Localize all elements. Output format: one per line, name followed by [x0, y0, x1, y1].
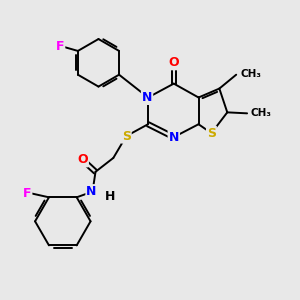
Text: H: H: [105, 190, 116, 203]
Text: CH₃: CH₃: [240, 69, 261, 79]
Text: S: S: [207, 127, 216, 140]
Text: N: N: [86, 185, 97, 198]
Text: O: O: [77, 153, 88, 167]
Text: F: F: [56, 40, 64, 53]
Text: N: N: [142, 91, 152, 104]
Text: O: O: [169, 56, 179, 69]
Text: CH₃: CH₃: [250, 108, 271, 118]
Text: F: F: [23, 187, 32, 200]
Text: S: S: [122, 130, 131, 142]
Text: N: N: [169, 130, 179, 144]
